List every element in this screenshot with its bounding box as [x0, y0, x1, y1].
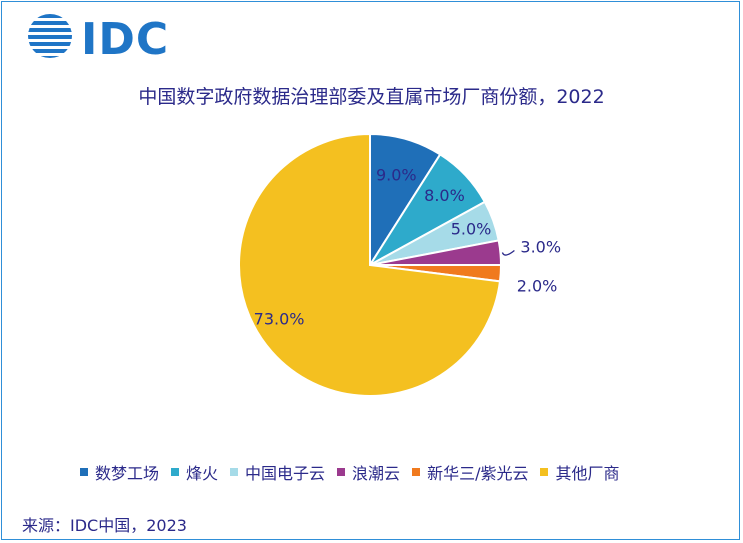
legend: 数梦工场 烽火 中国电子云 浪潮云 新华三/紫光云 其他厂商: [80, 460, 631, 484]
pie-slice-6: [238, 132, 502, 397]
idc-logo: IDC: [26, 12, 176, 65]
legend-item-6: 其他厂商: [540, 460, 619, 484]
legend-swatch-4: [337, 468, 346, 476]
legend-swatch-6: [540, 468, 549, 476]
data-label-4: 3.0%: [520, 237, 561, 256]
legend-item-3: 中国电子云: [230, 460, 325, 484]
legend-label-3: 中国电子云: [245, 464, 326, 483]
legend-label-1: 数梦工场: [95, 464, 160, 483]
legend-label-5: 新华三/紫光云: [427, 464, 529, 483]
logo-text: IDC: [81, 14, 170, 65]
legend-item-2: 烽火: [171, 460, 218, 484]
source-note: 来源：IDC中国，2023: [22, 516, 187, 535]
legend-label-4: 浪潮云: [352, 464, 401, 483]
pie-chart: 9.0% 8.0% 5.0% 3.0% 2.0% 73.0%: [238, 132, 561, 397]
legend-swatch-2: [171, 468, 180, 476]
leader-line-4: [501, 249, 515, 256]
legend-item-4: 浪潮云: [337, 460, 400, 484]
data-label-2: 8.0%: [424, 186, 465, 205]
legend-label-6: 其他厂商: [555, 464, 620, 483]
legend-swatch-5: [412, 468, 421, 476]
data-label-1: 9.0%: [376, 165, 417, 184]
chart-title: 中国数字政府数据治理部委及直属市场厂商份额，2022: [138, 86, 605, 108]
legend-label-2: 烽火: [186, 464, 219, 483]
data-label-6: 73.0%: [254, 310, 305, 329]
data-label-3: 5.0%: [451, 220, 492, 239]
legend-item-5: 新华三/紫光云: [412, 460, 528, 484]
globe-icon: [28, 14, 72, 58]
data-label-5: 2.0%: [517, 276, 558, 295]
legend-swatch-3: [230, 468, 239, 476]
legend-swatch-1: [80, 468, 88, 476]
legend-item-1: 数梦工场: [80, 460, 159, 484]
